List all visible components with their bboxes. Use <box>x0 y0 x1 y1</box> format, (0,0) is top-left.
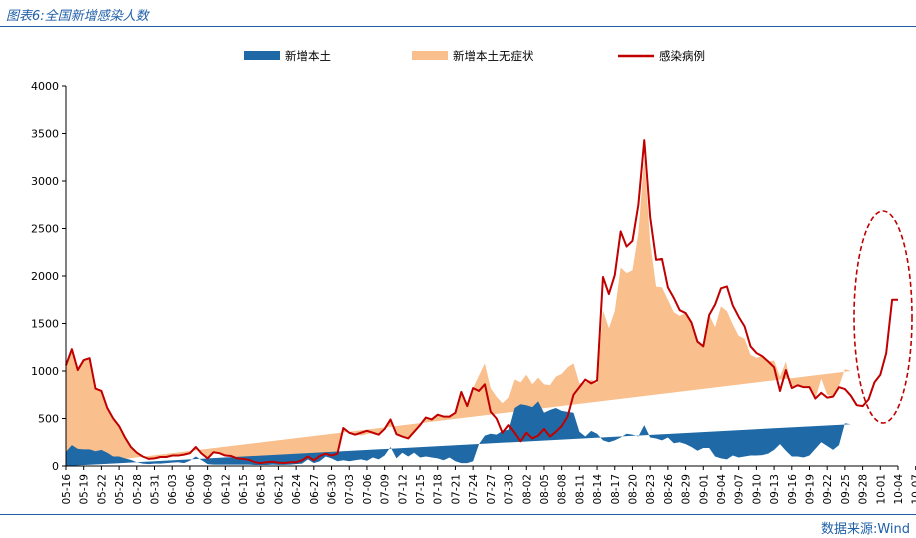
y-tick-label: 0 <box>52 460 59 473</box>
x-tick-label: 05-28 <box>132 474 144 505</box>
x-tick-label: 07-30 <box>504 474 516 505</box>
x-tick-label: 07-15 <box>415 474 427 505</box>
bottom-rule <box>0 514 916 515</box>
legend-label-total: 感染病例 <box>659 49 705 63</box>
x-tick-label: 10-04 <box>893 474 905 505</box>
y-tick-label: 1000 <box>31 365 59 378</box>
x-tick-label: 06-21 <box>273 474 285 505</box>
x-tick-label: 05-19 <box>79 474 91 505</box>
x-tick-label: 08-05 <box>539 474 551 505</box>
x-tick-label: 05-25 <box>114 474 126 505</box>
series-area-asymptomatic <box>66 157 851 466</box>
x-tick-label: 08-17 <box>610 474 622 505</box>
x-tick-label: 08-02 <box>521 474 533 505</box>
x-tick-label: 08-23 <box>645 474 657 505</box>
x-tick-label: 06-30 <box>327 474 339 505</box>
y-tick-label: 2000 <box>31 270 59 283</box>
plot-area: 0 500 1000 1500 2000 2500 3000 3500 4000 05-16 05-… <box>31 80 916 505</box>
legend: 新增本土 新增本土无症状 感染病例 <box>244 49 705 63</box>
legend-label-asymptomatic: 新增本土无症状 <box>453 49 534 63</box>
legend-swatch-local <box>244 51 280 60</box>
x-tick-label: 07-03 <box>344 474 356 505</box>
x-tick-label: 05-22 <box>96 474 108 505</box>
y-tick-label: 500 <box>38 413 59 426</box>
x-tick-label: 08-14 <box>592 474 604 505</box>
highlight-ellipse <box>853 210 913 424</box>
x-tick-label: 07-09 <box>380 474 392 505</box>
series-area-local <box>66 401 851 466</box>
x-tick-label: 08-08 <box>557 474 569 505</box>
figure-title: 图表6:全国新增感染人数 <box>6 9 149 24</box>
x-tick-label: 07-24 <box>468 474 480 505</box>
x-tick-label: 06-15 <box>238 474 250 505</box>
legend-swatch-asymptomatic <box>412 51 448 60</box>
figure-source: 数据来源:Wind <box>820 522 910 537</box>
x-tick-label: 09-28 <box>858 474 870 505</box>
y-tick-label: 4000 <box>31 80 59 93</box>
x-tick-label: 09-04 <box>716 474 728 505</box>
x-tick-label: 07-12 <box>397 474 409 505</box>
x-tick-label: 10-07 <box>911 474 916 505</box>
infection-chart: 新增本土 新增本土无症状 感染病例 0 500 1000 1500 2000 2500 30… <box>31 49 916 505</box>
x-tick-label: 08-29 <box>681 474 693 505</box>
x-tick-label: 06-03 <box>167 474 179 505</box>
x-tick-label: 06-09 <box>203 474 215 505</box>
y-tick-label: 2500 <box>31 223 59 236</box>
x-tick-label: 08-11 <box>574 474 586 505</box>
x-tick-label: 09-22 <box>822 474 834 505</box>
x-tick-label: 07-06 <box>362 474 374 505</box>
x-tick-label: 06-12 <box>220 474 232 505</box>
x-tick-label: 08-20 <box>627 474 639 505</box>
x-tick-label: 09-01 <box>698 474 710 505</box>
x-tick-label: 07-18 <box>433 474 445 505</box>
x-tick-label: 06-27 <box>309 474 321 505</box>
x-tick-label: 06-06 <box>185 474 197 505</box>
top-rule <box>0 26 916 27</box>
x-tick-label: 08-26 <box>663 474 675 505</box>
x-tick-label: 09-19 <box>804 474 816 505</box>
x-tick-label: 09-25 <box>840 474 852 505</box>
x-tick-label: 07-27 <box>486 474 498 505</box>
series-line-total <box>65 139 898 465</box>
y-tick-label: 3000 <box>31 175 59 188</box>
x-tick-label: 06-18 <box>256 474 268 505</box>
x-tick-label: 05-16 <box>61 474 73 505</box>
x-tick-label: 07-21 <box>450 474 462 505</box>
x-tick-label: 09-16 <box>787 474 799 505</box>
x-tick-label: 05-31 <box>150 474 162 505</box>
x-tick-label: 09-13 <box>769 474 781 505</box>
x-tick-label: 09-10 <box>751 474 763 505</box>
x-tick-label: 09-07 <box>734 474 746 505</box>
y-tick-label: 3500 <box>31 128 59 141</box>
y-tick-label: 1500 <box>31 318 59 331</box>
x-tick-label: 06-24 <box>291 474 303 505</box>
legend-label-local: 新增本土 <box>285 49 331 63</box>
x-tick-label: 10-01 <box>875 474 887 505</box>
